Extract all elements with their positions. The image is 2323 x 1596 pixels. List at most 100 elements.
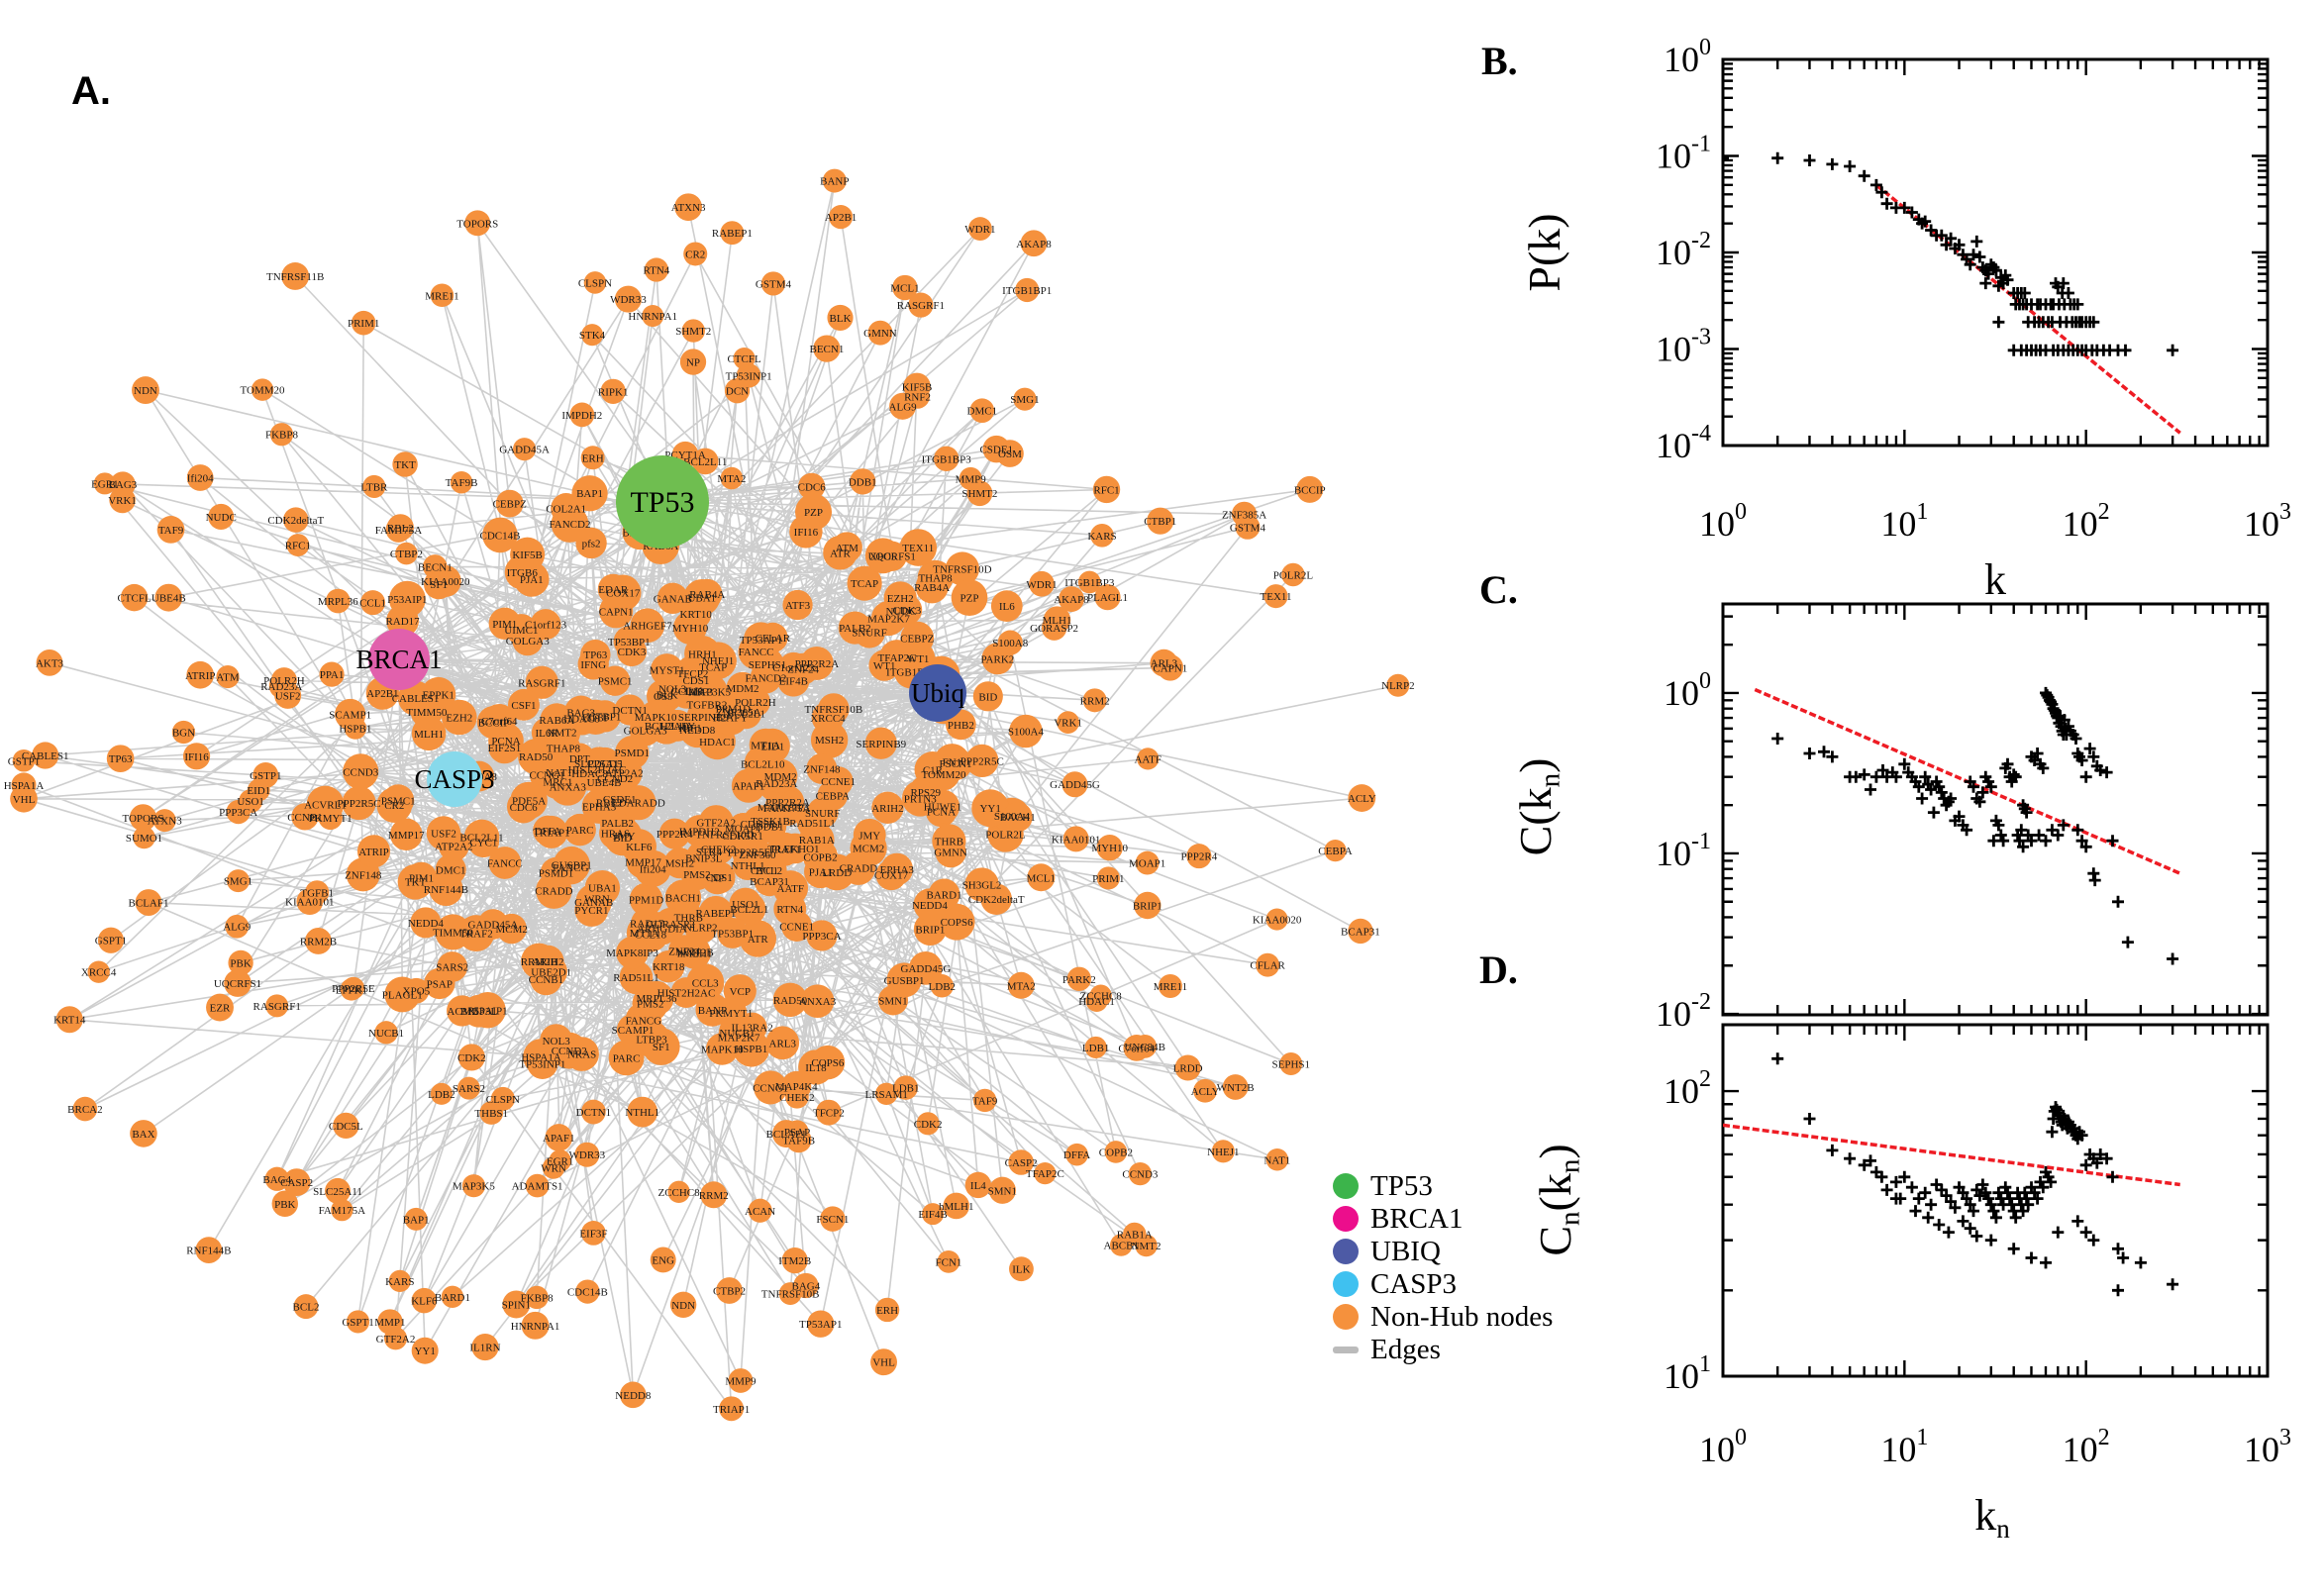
gene-node[interactable] [644,257,669,282]
gene-node[interactable] [1066,966,1092,991]
gene-node[interactable] [892,274,918,301]
gene-node[interactable] [1059,586,1084,613]
gene-node[interactable] [619,960,654,995]
gene-node[interactable] [864,727,897,759]
gene-node[interactable] [132,376,159,405]
gene-node[interactable] [943,1192,970,1220]
gene-node[interactable] [251,378,274,401]
gene-node[interactable] [765,1026,800,1060]
gene-node[interactable] [1222,1074,1249,1100]
gene-node[interactable] [477,909,509,940]
gene-node[interactable] [971,789,1010,828]
gene-node[interactable] [461,1174,486,1198]
gene-node[interactable] [1015,277,1040,303]
gene-node[interactable] [972,681,1003,712]
gene-node[interactable] [1089,984,1112,1007]
gene-node[interactable] [156,516,185,544]
gene-node[interactable] [615,736,650,770]
gene-node[interactable] [542,1156,565,1179]
gene-node[interactable] [744,745,781,783]
gene-node[interactable] [1186,844,1212,869]
gene-node[interactable] [228,949,253,976]
gene-node[interactable] [1128,1161,1153,1186]
gene-node[interactable] [934,446,960,472]
gene-node[interactable] [296,888,324,916]
gene-node[interactable] [850,468,876,495]
gene-node[interactable] [577,648,609,680]
gene-node[interactable] [669,1291,697,1319]
gene-node[interactable] [405,861,438,893]
gene-node[interactable] [377,1309,403,1335]
gene-node[interactable] [1150,648,1178,677]
gene-node[interactable] [390,818,423,851]
gene-node[interactable] [462,994,495,1028]
gene-node[interactable] [692,578,723,610]
gene-node[interactable] [1256,952,1280,977]
gene-node[interactable] [574,1142,600,1167]
gene-node[interactable] [1096,834,1123,861]
gene-node[interactable] [656,582,689,615]
gene-node[interactable] [815,1099,842,1126]
gene-node[interactable] [806,920,838,951]
gene-node[interactable] [1211,1140,1235,1163]
gene-node[interactable] [681,319,705,343]
gene-node[interactable] [575,1279,600,1304]
gene-node[interactable] [642,305,664,328]
gene-node[interactable] [226,869,251,893]
gene-node[interactable] [1009,714,1043,748]
gene-node[interactable] [505,614,538,646]
gene-node[interactable] [720,466,744,490]
gene-node[interactable] [488,847,522,879]
gene-node[interactable] [429,565,461,598]
gene-node[interactable] [1193,1078,1217,1103]
gene-node[interactable] [760,271,786,296]
gene-node[interactable] [535,955,567,988]
gene-node[interactable] [577,699,614,736]
gene-node[interactable] [429,871,463,907]
gene-node[interactable] [886,962,922,998]
gene-node[interactable] [216,665,240,689]
gene-node[interactable] [616,636,648,667]
gene-node[interactable] [224,969,252,997]
gene-node[interactable] [438,831,469,862]
gene-node[interactable] [376,787,413,824]
gene-node[interactable] [87,960,110,983]
gene-node[interactable] [1324,839,1347,862]
gene-node[interactable] [629,882,663,917]
gene-node[interactable] [715,996,748,1029]
gene-node[interactable] [981,643,1014,675]
gene-node[interactable] [1348,918,1373,945]
gene-node[interactable] [754,1070,788,1105]
gene-node[interactable] [1281,562,1305,587]
gene-node[interactable] [789,515,823,549]
gene-node[interactable] [343,753,379,790]
gene-node[interactable] [525,1285,549,1310]
gene-node[interactable] [807,1310,835,1338]
gene-node[interactable] [1123,1035,1151,1061]
gene-node[interactable] [293,1294,319,1320]
gene-node[interactable] [385,516,412,543]
gene-node[interactable] [135,889,162,916]
gene-node[interactable] [510,781,548,820]
hub-node-casp3[interactable] [427,751,482,807]
gene-node[interactable] [1137,748,1160,770]
gene-node[interactable] [535,815,568,848]
gene-node[interactable] [404,1207,428,1231]
gene-node[interactable] [457,1044,485,1071]
gene-node[interactable] [916,1112,940,1136]
gene-node[interactable] [729,887,762,921]
gene-node[interactable] [915,570,949,604]
gene-node[interactable] [621,785,656,821]
gene-node[interactable] [55,1006,83,1034]
gene-node[interactable] [667,1180,690,1204]
gene-node[interactable] [510,537,546,572]
gene-node[interactable] [106,745,135,772]
gene-node[interactable] [388,1269,411,1292]
gene-node[interactable] [553,849,589,885]
gene-node[interactable] [208,503,235,530]
gene-node[interactable] [581,1221,606,1246]
gene-node[interactable] [319,661,345,687]
gene-node[interactable] [621,829,656,864]
gene-node[interactable] [456,1076,480,1100]
gene-node[interactable] [265,994,289,1018]
